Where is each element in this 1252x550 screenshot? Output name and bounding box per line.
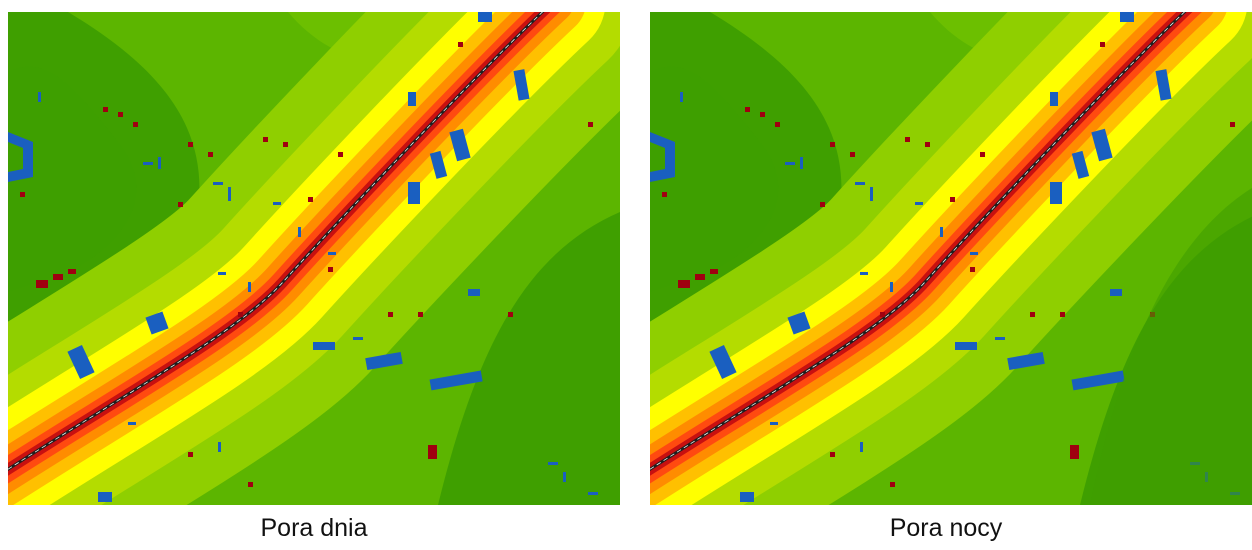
noise-map-night xyxy=(650,12,1252,505)
noise-map-day xyxy=(8,12,620,505)
caption: Pora dnia xyxy=(8,514,620,543)
caption: Pora nocy xyxy=(640,514,1252,543)
page: Pora dnia Pora nocy (() => { const data … xyxy=(0,0,1252,550)
